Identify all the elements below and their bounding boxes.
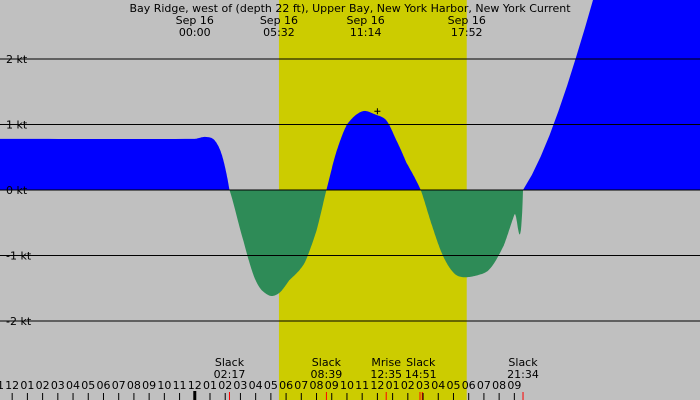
x-tick-label: 04 xyxy=(249,379,263,392)
top-time-label: 17:52 xyxy=(451,26,483,39)
x-tick-label: 06 xyxy=(96,379,110,392)
event-label: Slack xyxy=(406,356,436,369)
x-tick-label: 08 xyxy=(310,379,324,392)
x-tick-label: 12 xyxy=(5,379,19,392)
midnight-marker xyxy=(193,391,197,400)
current-area-series xyxy=(0,0,700,296)
x-tick-label: 12 xyxy=(188,379,202,392)
y-gridlines xyxy=(0,58,700,322)
y-tick-label: 0 kt xyxy=(6,184,28,197)
event-time: 08:39 xyxy=(311,368,343,381)
x-tick-label: 05 xyxy=(446,379,460,392)
flood-area xyxy=(0,136,230,190)
x-tick-label: 11 xyxy=(173,379,187,392)
top-time-label: 11:14 xyxy=(350,26,382,39)
x-tick-label: 11 xyxy=(0,379,4,392)
x-tick-label: 03 xyxy=(51,379,65,392)
ebb-area xyxy=(229,190,327,296)
chart-title: Bay Ridge, west of (depth 22 ft), Upper … xyxy=(129,2,571,15)
x-tick-label: 05 xyxy=(81,379,95,392)
x-tick-label: 10 xyxy=(157,379,171,392)
event-labels: Slack02:17Slack08:39Mrise12:35Slack14:51… xyxy=(214,356,539,400)
top-date-label: Sep 16 xyxy=(347,14,385,27)
y-tick-label: -2 kt xyxy=(6,315,32,328)
x-tick-label: 06 xyxy=(279,379,293,392)
top-time-label: 05:32 xyxy=(263,26,295,39)
x-tick-label: 03 xyxy=(233,379,247,392)
y-tick-label: 2 kt xyxy=(6,53,28,66)
x-tick-label: 01 xyxy=(203,379,217,392)
x-tick-label: 09 xyxy=(507,379,521,392)
x-tick-label: 12 xyxy=(370,379,384,392)
top-date-label: Sep 16 xyxy=(176,14,214,27)
event-time: 14:51 xyxy=(405,368,437,381)
current-peak-marker xyxy=(374,108,381,115)
x-tick-label: 11 xyxy=(355,379,369,392)
y-tick-label: -1 kt xyxy=(6,250,32,263)
x-tick-label: 01 xyxy=(20,379,34,392)
event-time: 21:34 xyxy=(507,368,539,381)
event-time: 12:35 xyxy=(370,368,402,381)
y-tick-label: 1 kt xyxy=(6,118,28,131)
x-tick-label: 04 xyxy=(66,379,80,392)
event-label: Slack xyxy=(215,356,245,369)
x-tick-label: 09 xyxy=(142,379,156,392)
top-date-label: Sep 16 xyxy=(448,14,486,27)
x-tick-label: 07 xyxy=(477,379,491,392)
x-tick-label: 02 xyxy=(218,379,232,392)
x-tick-label: 02 xyxy=(401,379,415,392)
x-tick-label: 05 xyxy=(264,379,278,392)
x-tick-label: 03 xyxy=(416,379,430,392)
event-time: 02:17 xyxy=(214,368,246,381)
event-label: Slack xyxy=(508,356,538,369)
x-tick-label: 08 xyxy=(127,379,141,392)
event-label: Slack xyxy=(312,356,342,369)
x-tick-label: 07 xyxy=(112,379,126,392)
y-axis-labels: 2 kt 1 kt 0 kt -1 kt -2 kt xyxy=(6,53,32,328)
x-tick-label: 02 xyxy=(36,379,50,392)
x-tick-label: 01 xyxy=(386,379,400,392)
top-date-label: Sep 16 xyxy=(260,14,298,27)
top-time-label: 00:00 xyxy=(179,26,211,39)
x-tick-label: 07 xyxy=(294,379,308,392)
x-tick-label: 08 xyxy=(492,379,506,392)
event-label: Mrise xyxy=(371,356,401,369)
x-tick-label: 10 xyxy=(340,379,354,392)
x-tick-label: 09 xyxy=(325,379,339,392)
x-tick-label: 04 xyxy=(431,379,445,392)
flood-area xyxy=(523,0,700,190)
flood-area xyxy=(326,110,421,190)
x-axis-ticks: 1112010203040506070809101112010203040506… xyxy=(0,379,521,400)
x-tick-label: 06 xyxy=(462,379,476,392)
